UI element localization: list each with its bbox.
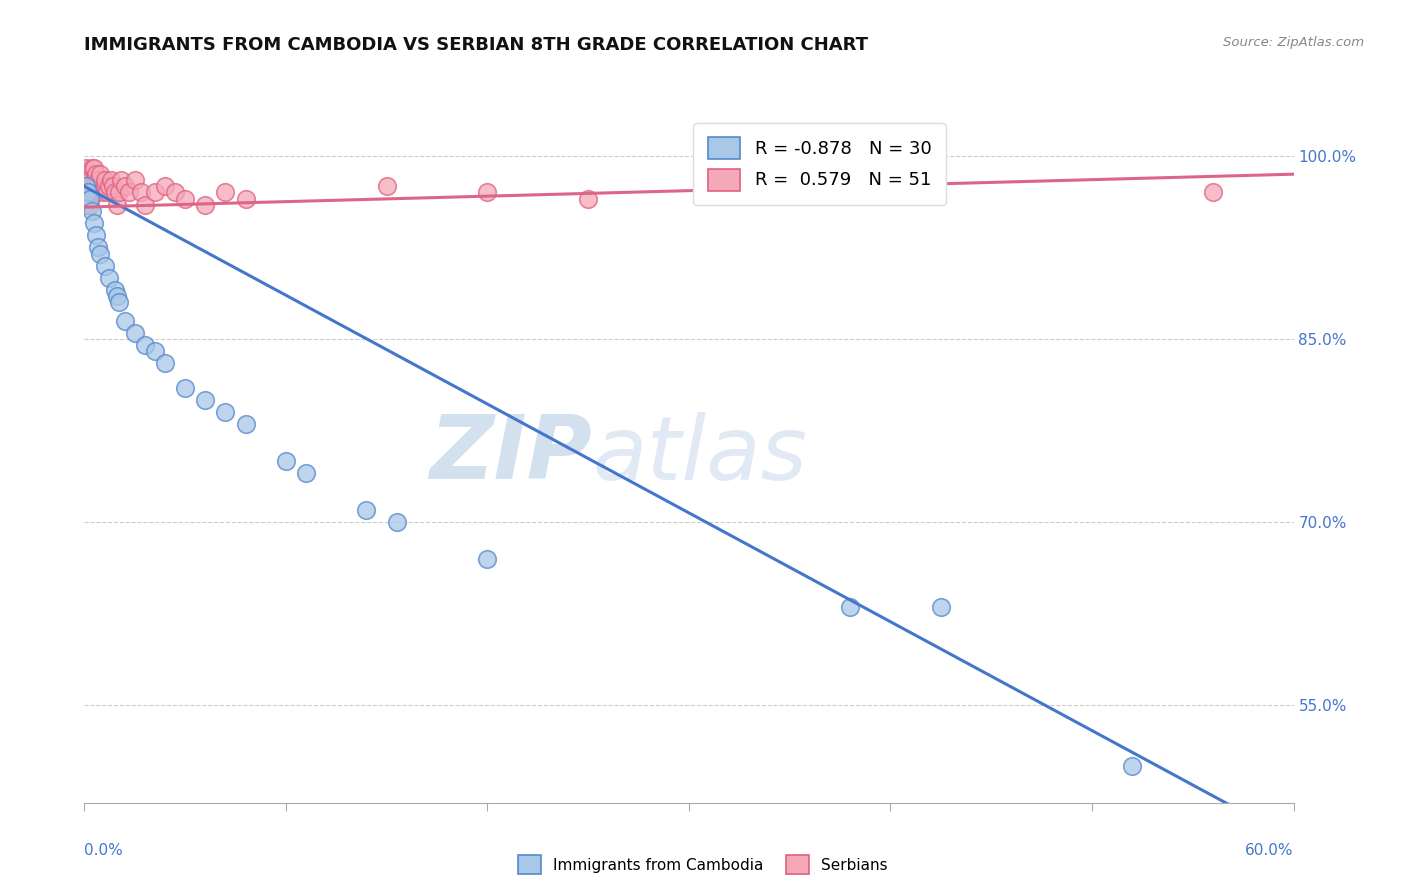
Point xyxy=(134,338,156,352)
Point xyxy=(77,179,100,194)
Point xyxy=(86,186,108,200)
Point xyxy=(235,192,257,206)
Point xyxy=(75,186,97,200)
Point xyxy=(75,197,97,211)
Point xyxy=(82,186,104,200)
Point xyxy=(83,161,105,175)
Point xyxy=(75,179,97,194)
Point xyxy=(86,167,108,181)
Point xyxy=(75,161,97,175)
Point xyxy=(79,197,101,211)
Point xyxy=(174,192,197,206)
Point xyxy=(79,173,101,187)
Point xyxy=(143,186,166,200)
Point xyxy=(105,289,128,303)
Point xyxy=(82,203,104,218)
Point xyxy=(79,186,101,200)
Point xyxy=(929,600,952,615)
Point xyxy=(93,173,115,187)
Point xyxy=(165,186,187,200)
Point xyxy=(477,551,499,566)
Point xyxy=(77,186,100,200)
Point xyxy=(97,179,120,194)
Point xyxy=(214,405,236,419)
Point xyxy=(82,161,104,175)
Point xyxy=(174,381,197,395)
Point xyxy=(385,515,408,529)
Point xyxy=(105,197,128,211)
Point xyxy=(194,392,217,407)
Text: IMMIGRANTS FROM CAMBODIA VS SERBIAN 8TH GRADE CORRELATION CHART: IMMIGRANTS FROM CAMBODIA VS SERBIAN 8TH … xyxy=(84,36,869,54)
Point xyxy=(77,186,100,200)
Point xyxy=(134,197,156,211)
Point xyxy=(104,186,127,200)
Point xyxy=(153,179,176,194)
Point xyxy=(89,246,111,260)
Point xyxy=(576,192,599,206)
Point xyxy=(143,344,166,359)
Point xyxy=(93,179,115,194)
Point xyxy=(235,417,257,432)
Point xyxy=(87,240,110,254)
Point xyxy=(118,186,141,200)
Text: 60.0%: 60.0% xyxy=(1246,843,1294,858)
Point xyxy=(91,186,114,200)
Point xyxy=(153,356,176,370)
Point xyxy=(194,197,217,211)
Point xyxy=(86,228,108,243)
Text: 0.0%: 0.0% xyxy=(84,843,124,858)
Point xyxy=(77,173,100,187)
Point xyxy=(96,186,118,200)
Point xyxy=(779,186,801,200)
Point xyxy=(87,173,110,187)
Point xyxy=(77,167,100,181)
Point xyxy=(129,186,152,200)
Point xyxy=(89,167,111,181)
Text: atlas: atlas xyxy=(592,412,807,498)
Point xyxy=(107,295,129,310)
Point xyxy=(107,186,129,200)
Point xyxy=(477,186,499,200)
Text: ZIP: ZIP xyxy=(429,411,592,499)
Point xyxy=(114,313,136,327)
Point xyxy=(274,454,297,468)
Point xyxy=(100,173,122,187)
Point xyxy=(101,179,124,194)
Point xyxy=(87,179,110,194)
Legend: Immigrants from Cambodia, Serbians: Immigrants from Cambodia, Serbians xyxy=(512,849,894,880)
Point xyxy=(110,173,132,187)
Point xyxy=(1121,759,1143,773)
Point xyxy=(104,283,127,297)
Point xyxy=(375,179,398,194)
Point xyxy=(97,271,120,285)
Point xyxy=(83,173,105,187)
Point xyxy=(114,179,136,194)
Legend: R = -0.878   N = 30, R =  0.579   N = 51: R = -0.878 N = 30, R = 0.579 N = 51 xyxy=(693,123,946,205)
Point xyxy=(839,600,862,615)
Point xyxy=(75,179,97,194)
Text: Source: ZipAtlas.com: Source: ZipAtlas.com xyxy=(1223,36,1364,49)
Point xyxy=(93,259,115,273)
Point xyxy=(79,192,101,206)
Point xyxy=(1202,186,1225,200)
Point xyxy=(83,216,105,230)
Point xyxy=(75,173,97,187)
Point xyxy=(124,173,146,187)
Point xyxy=(77,192,100,206)
Point xyxy=(124,326,146,340)
Point xyxy=(356,503,378,517)
Point xyxy=(214,186,236,200)
Point xyxy=(295,467,318,481)
Point xyxy=(83,179,105,194)
